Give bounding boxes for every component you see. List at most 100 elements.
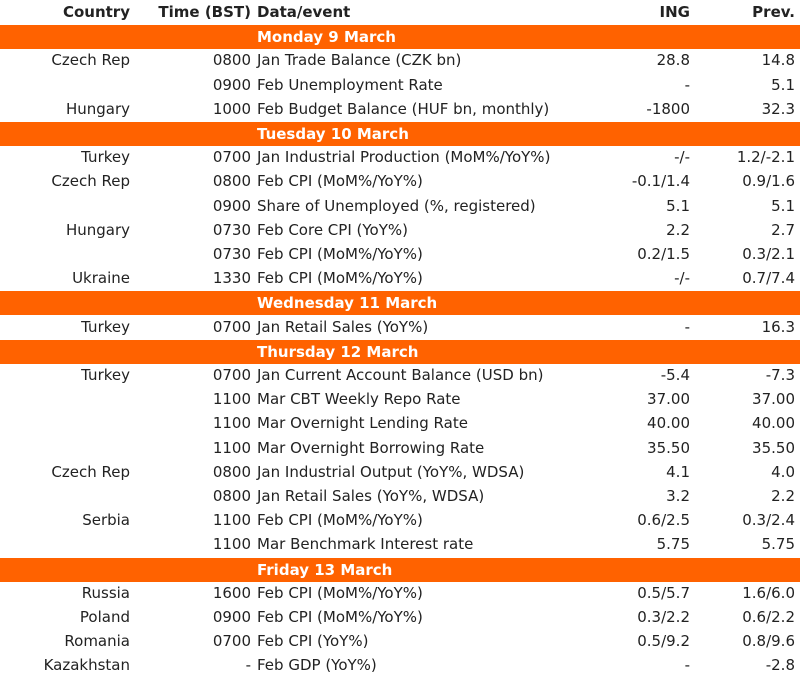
data-row: Hungary 0730 Feb Core CPI (YoY%) 2.2 2.7 xyxy=(0,218,800,242)
previous: 0.3/2.4 xyxy=(742,511,795,530)
previous: 1.2/-2.1 xyxy=(736,148,795,167)
previous: 37.00 xyxy=(752,390,795,409)
header-event: Data/event xyxy=(257,3,351,21)
day-band: Monday 9 March xyxy=(0,24,800,50)
previous: 2.2 xyxy=(771,487,795,505)
ing-forecast: - xyxy=(684,75,690,94)
time: 1100 xyxy=(212,438,251,457)
ing-forecast: 3.2 xyxy=(666,487,690,505)
ing-forecast: 0.5/9.2 xyxy=(637,632,690,651)
event: Feb Budget Balance (HUF bn, monthly) xyxy=(257,99,550,118)
event: Feb Core CPI (YoY%) xyxy=(257,220,408,239)
event: Mar CBT Weekly Repo Rate xyxy=(257,390,461,409)
day-band: Friday 13 March xyxy=(0,556,800,582)
previous: 1.6/6.0 xyxy=(742,583,795,602)
country: Russia xyxy=(81,583,130,602)
ing-forecast: 0.6/2.5 xyxy=(637,511,690,530)
ing-forecast: -5.4 xyxy=(660,366,690,384)
event: Feb CPI (YoY%) xyxy=(257,632,369,651)
time: - xyxy=(245,656,251,675)
ing-forecast: -/- xyxy=(674,148,690,167)
time: 0800 xyxy=(212,51,251,70)
ing-forecast: 0.2/1.5 xyxy=(637,245,690,263)
time: 1330 xyxy=(212,269,251,288)
time: 1000 xyxy=(212,99,251,118)
ing-forecast: 37.00 xyxy=(647,390,690,409)
ing-forecast: - xyxy=(684,656,690,675)
country: Serbia xyxy=(82,511,130,530)
event: Jan Current Account Balance (USD bn) xyxy=(257,366,544,384)
event: Mar Benchmark Interest rate xyxy=(257,535,474,554)
previous: 0.6/2.2 xyxy=(742,608,795,626)
country: Turkey xyxy=(81,366,130,384)
data-row: 1100 Mar Benchmark Interest rate 5.75 5.75 xyxy=(0,532,800,556)
data-row: Czech Rep 0800 Feb CPI (MoM%/YoY%) -0.1/1.4… xyxy=(0,169,800,193)
data-row: Serbia 1100 Feb CPI (MoM%/YoY%) 0.6/2.5 0.3/… xyxy=(0,508,800,532)
previous: 32.3 xyxy=(761,99,795,118)
data-row: Czech Rep 0800 Jan Trade Balance (CZK bn) 2… xyxy=(0,48,800,72)
country: Turkey xyxy=(81,317,130,336)
day-label: Friday 13 March xyxy=(257,560,393,579)
time: 1100 xyxy=(212,511,251,530)
day-band: Thursday 12 March xyxy=(0,338,800,364)
time: 1100 xyxy=(212,535,251,554)
previous: 0.9/1.6 xyxy=(742,172,795,191)
ing-forecast: 2.2 xyxy=(666,220,690,239)
event: Feb CPI (MoM%/YoY%) xyxy=(257,269,423,288)
ing-forecast: - xyxy=(684,317,690,336)
header-time: Time (BST) xyxy=(158,3,251,21)
header-previous: Prev. xyxy=(752,3,795,21)
time: 0900 xyxy=(212,75,251,94)
ing-forecast: 35.50 xyxy=(647,438,690,457)
data-row: Czech Rep 0800 Jan Industrial Output (YoY%… xyxy=(0,460,800,484)
country: Hungary xyxy=(65,220,130,239)
time: 1100 xyxy=(212,414,251,433)
time: 0730 xyxy=(212,220,251,239)
event: Share of Unemployed (%, registered) xyxy=(257,196,536,215)
previous: 35.50 xyxy=(752,438,795,457)
day-label: Thursday 12 March xyxy=(257,342,419,361)
previous: 0.3/2.1 xyxy=(742,245,795,263)
previous: 5.1 xyxy=(771,196,795,215)
ing-forecast: -1800 xyxy=(646,99,690,118)
data-row: Turkey 0700 Jan Industrial Production (MoM… xyxy=(0,145,800,169)
ing-forecast: 5.75 xyxy=(656,535,690,554)
country: Kazakhstan xyxy=(43,656,130,675)
time: 0730 xyxy=(212,245,251,263)
ing-forecast: 40.00 xyxy=(647,414,690,433)
ing-forecast: 4.1 xyxy=(666,462,690,481)
ing-forecast: 0.5/5.7 xyxy=(637,583,690,602)
time: 0700 xyxy=(212,366,251,384)
event: Jan Retail Sales (YoY%, WDSA) xyxy=(257,487,485,505)
event: Jan Trade Balance (CZK bn) xyxy=(257,51,462,70)
event: Mar Overnight Lending Rate xyxy=(257,414,468,433)
previous: 2.7 xyxy=(771,220,795,239)
header-country: Country xyxy=(62,3,130,21)
previous: 0.8/9.6 xyxy=(742,632,795,651)
header-ing-forecast: ING xyxy=(659,3,690,21)
ing-forecast: 5.1 xyxy=(666,196,690,215)
day-band: Wednesday 11 March xyxy=(0,290,800,316)
ing-forecast: 0.3/2.2 xyxy=(637,608,690,626)
event: Feb CPI (MoM%/YoY%) xyxy=(257,511,423,530)
country: Ukraine xyxy=(72,269,130,288)
time: 0700 xyxy=(212,632,251,651)
previous: 40.00 xyxy=(752,414,795,433)
event: Jan Industrial Production (MoM%/YoY%) xyxy=(257,148,551,167)
data-row: Ukraine 1330 Feb CPI (MoM%/YoY%) -/- 0.7/7.4 xyxy=(0,266,800,290)
data-row: 1100 Mar CBT Weekly Repo Rate 37.00 37.00 xyxy=(0,387,800,411)
event: Jan Retail Sales (YoY%) xyxy=(257,317,429,336)
time: 0800 xyxy=(212,487,251,505)
day-label: Tuesday 10 March xyxy=(257,125,409,143)
day-label: Monday 9 March xyxy=(257,28,396,47)
country: Hungary xyxy=(65,99,130,118)
country: Romania xyxy=(64,632,130,651)
previous: -7.3 xyxy=(765,366,795,384)
event: Feb CPI (MoM%/YoY%) xyxy=(257,583,423,602)
country: Czech Rep xyxy=(51,51,130,70)
event: Mar Overnight Borrowing Rate xyxy=(257,438,485,457)
data-row: 0730 Feb CPI (MoM%/YoY%) 0.2/1.5 0.3/2.1 xyxy=(0,242,800,266)
event: Feb GDP (YoY%) xyxy=(257,656,377,675)
country: Turkey xyxy=(81,148,130,167)
